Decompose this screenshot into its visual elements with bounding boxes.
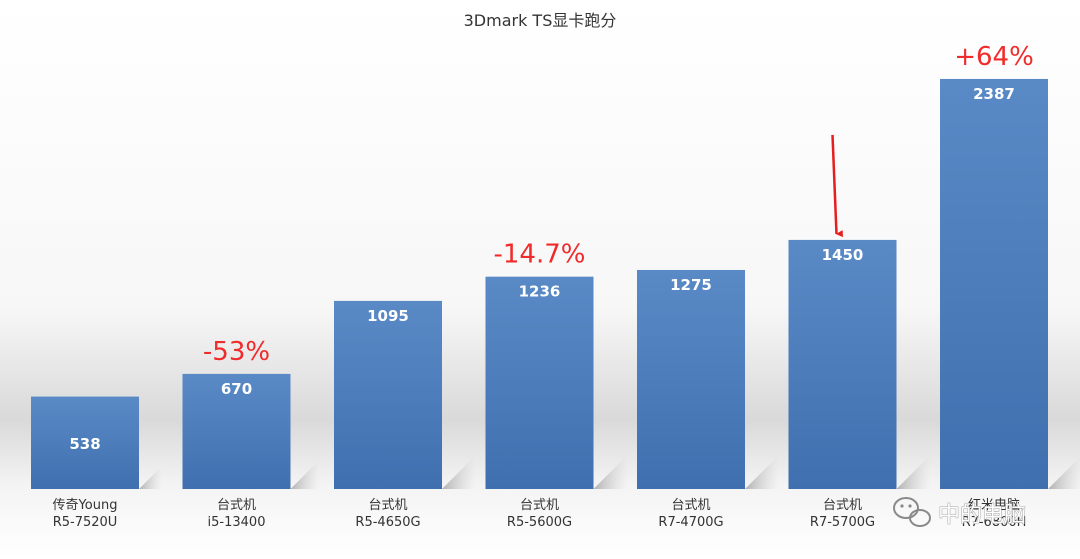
annotation-0: -53% [203,337,270,367]
wechat-icon [893,497,931,527]
category-label-4-line1: 台式机 [671,498,710,513]
watermark: 中的电脑 [893,497,1026,528]
bar-shadow [139,466,162,489]
value-label-4: 1275 [670,276,712,294]
bar-shadow [1048,457,1080,489]
category-label-5-line1: 台式机 [823,498,862,513]
annotation-1: -14.7% [494,240,586,270]
bar-shadow [442,455,476,489]
bar-1 [182,373,291,489]
bar-5 [788,239,897,489]
value-label-5: 1450 [822,246,864,264]
category-label-6-line2: R7-6800H [962,515,1027,530]
bar-3 [485,276,594,489]
bar-shadow [593,455,628,489]
value-label-6: 2387 [973,85,1015,103]
category-label-5-line2: R7-5700G [810,515,875,530]
category-label-0-line1: 传奇Young [53,497,118,513]
category-label-2-line1: 台式机 [368,498,407,513]
value-label-0: 538 [69,435,100,453]
value-label-3: 1236 [519,283,561,301]
category-label-3-line1: 台式机 [520,498,559,513]
value-label-2: 1095 [367,307,409,325]
bar-0 [31,396,139,489]
category-label-3-line2: R5-5600G [507,515,572,530]
bar-shadow [896,455,931,489]
category-label-1-line1: 台式机 [217,498,256,513]
bar-shadow [745,455,779,489]
category-label-6-line1: 红米电脑 [968,497,1020,513]
category-label-1-line2: i5-13400 [208,515,266,530]
chart-title: 3Dmark TS显卡跑分 [464,11,617,30]
watermark-text: 中的电脑 [938,503,1026,528]
highlight-arrow [831,134,843,238]
bar-shadow [290,460,319,489]
category-label-4-line2: R7-4700G [658,515,723,530]
bar-6 [940,78,1048,489]
annotation-2: +64% [954,42,1034,72]
category-label-0-line2: R5-7520U [53,515,118,530]
bar-2 [334,300,442,489]
bar-4 [637,269,745,489]
category-label-2-line2: R5-4650G [355,515,420,530]
value-label-1: 670 [221,380,252,398]
